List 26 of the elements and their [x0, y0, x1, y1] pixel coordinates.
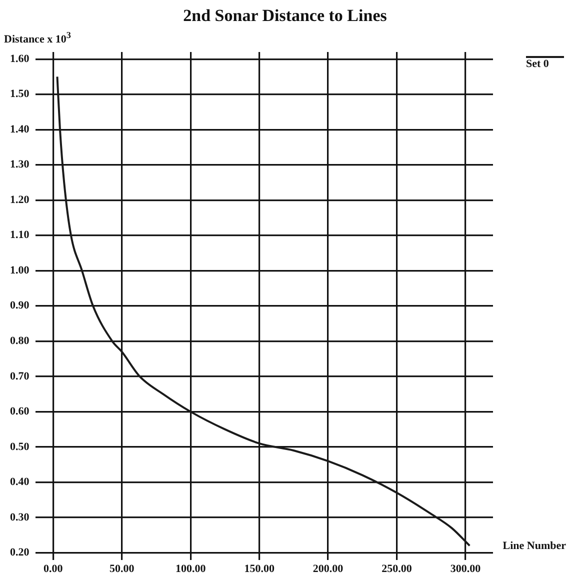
y-tick-label: 1.10 [10, 229, 30, 242]
y-tick-label: 0.50 [10, 440, 30, 453]
x-tick-label: 250.00 [382, 563, 412, 576]
y-tick-label: 0.90 [10, 300, 30, 312]
y-tick-label: 1.00 [10, 264, 30, 276]
chart-title: 2nd Sonar Distance to Lines [182, 6, 388, 26]
y-tick-label: 0.20 [10, 546, 30, 559]
x-tick-label: 150.00 [244, 563, 275, 576]
y-tick-label: 1.30 [10, 158, 30, 171]
y-tick-label: 0.70 [10, 370, 30, 382]
legend-label: Set 0 [526, 58, 549, 70]
x-tick-label: 0.00 [43, 563, 64, 576]
x-tick-label: 200.00 [312, 563, 344, 576]
y-tick-label: 1.50 [10, 88, 30, 100]
y-tick-label: 0.60 [10, 406, 30, 418]
x-tick-label: 300.00 [450, 563, 482, 576]
y-axis-title: Distance x 10$^{3}$ [4, 30, 71, 46]
y-tick-label: 0.80 [10, 335, 30, 348]
y-tick-label: 0.40 [10, 476, 30, 488]
y-tick-label: 1.20 [10, 194, 30, 206]
y-tick-label: 0.30 [10, 511, 30, 524]
x-tick-label: 100.00 [175, 563, 206, 576]
y-tick-label: 1.40 [10, 123, 30, 136]
x-tick-label: 50.00 [109, 563, 135, 576]
x-axis-title: Line Number [502, 540, 566, 552]
y-tick-label: 1.60 [10, 52, 30, 65]
